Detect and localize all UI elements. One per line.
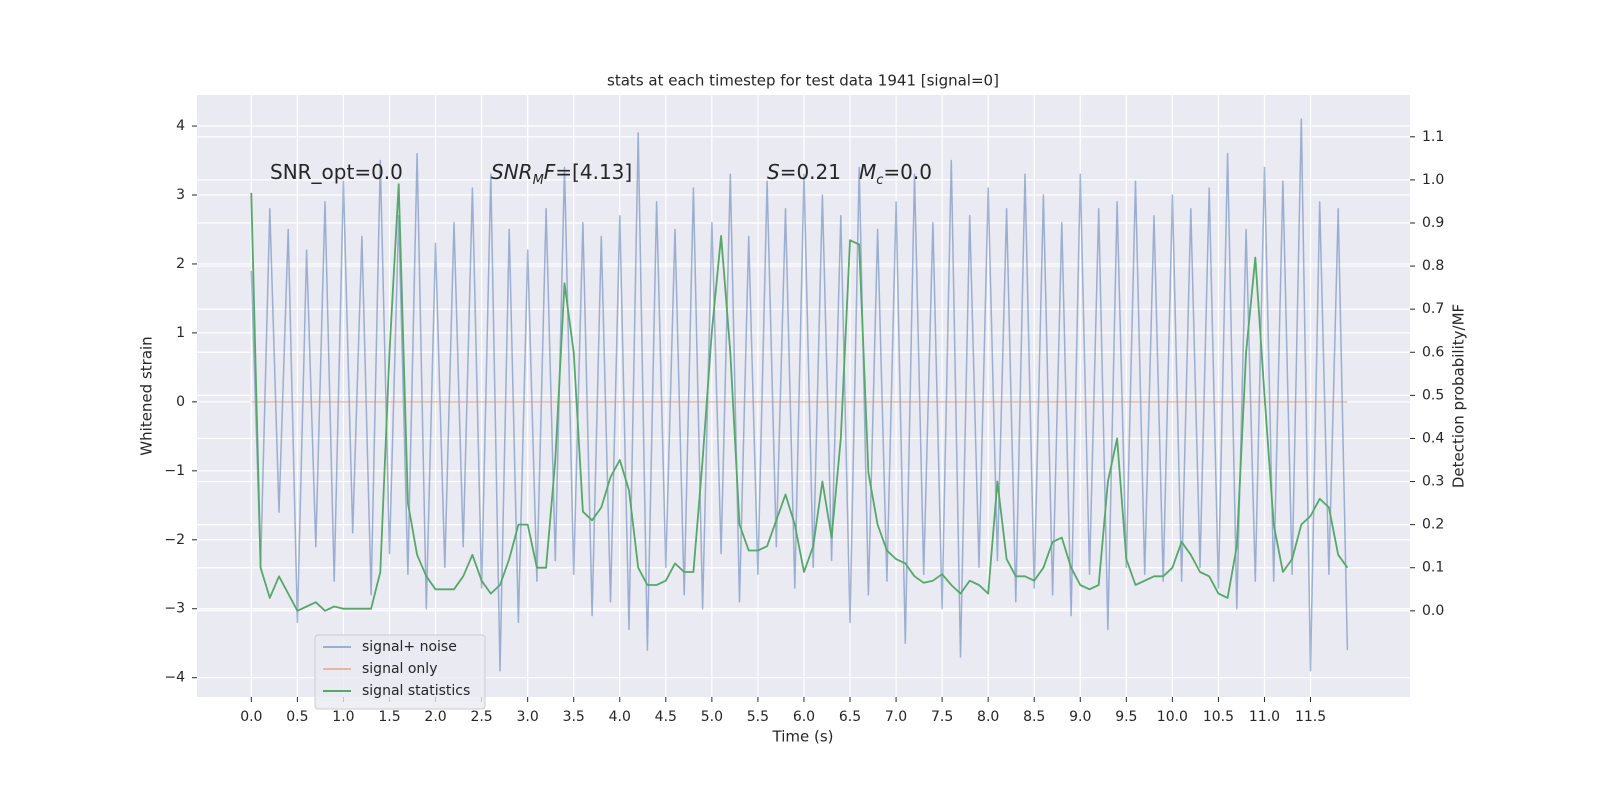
x-tick-label: 7.5 (931, 709, 953, 725)
y2-tick-label: 0.9 (1422, 215, 1444, 231)
annotation-part: F (544, 160, 556, 184)
x-tick-label: 5.5 (747, 709, 769, 725)
x-tick-label: 9.5 (1115, 709, 1137, 725)
x-tick-label: 1.0 (332, 709, 354, 725)
y2-axis-label: Detection probability/MF (1450, 304, 1468, 488)
x-tick-label: 3.5 (563, 709, 585, 725)
annotation-part: S (767, 160, 780, 184)
x-tick-label: 5.0 (701, 709, 723, 725)
x-tick-label: 1.5 (378, 709, 400, 725)
x-tick-label: 3.0 (517, 709, 539, 725)
annotation-part: M (533, 173, 544, 188)
x-tick-label: 11.0 (1249, 709, 1280, 725)
annotation-part: =[4.13] (555, 160, 632, 184)
legend-label: signal only (362, 661, 437, 677)
y2-tick-label: 0.0 (1422, 603, 1444, 619)
annotation: S=0.21 (767, 160, 841, 184)
x-tick-label: 10.0 (1157, 709, 1188, 725)
x-tick-label: 9.0 (1069, 709, 1091, 725)
x-tick-label: 0.5 (286, 709, 308, 725)
series-line (250, 183, 1349, 612)
y-tick-label: 1 (176, 325, 185, 341)
x-tick-label: 4.0 (609, 709, 631, 725)
annotation-part: =0.0 (883, 160, 932, 184)
annotation-part: SNR_opt=0.0 (270, 160, 403, 184)
y-tick-label: −4 (164, 670, 185, 686)
y2-tick-label: 1.0 (1422, 172, 1444, 188)
y2-tick-label: 0.8 (1422, 258, 1444, 274)
y-tick-label: −1 (164, 463, 185, 479)
y-tick-label: 3 (176, 187, 185, 203)
y-tick-label: −3 (164, 601, 185, 617)
x-tick-label: 8.5 (1023, 709, 1045, 725)
annotation-part: SNR (491, 160, 533, 184)
chart-title: stats at each timestep for test data 194… (607, 72, 999, 90)
y2-tick-label: 0.1 (1422, 560, 1444, 576)
x-tick-label: 10.5 (1203, 709, 1234, 725)
y2-tick-label: 0.5 (1422, 387, 1444, 403)
x-axis-label: Time (s) (772, 728, 834, 746)
legend-label: signal+ noise (362, 639, 457, 655)
x-tick-label: 2.0 (424, 709, 446, 725)
annotation-part: M (859, 160, 876, 184)
annotation: Mc=0.0 (859, 160, 932, 189)
y-axis-label: Whitened strain (138, 336, 156, 455)
x-tick-label: 6.0 (793, 709, 815, 725)
x-tick-label: 11.5 (1295, 709, 1326, 725)
annotation-part: =0.21 (780, 160, 841, 184)
legend-label: signal statistics (362, 683, 470, 699)
annotation-part: c (876, 173, 883, 188)
x-tick-label: 0.0 (240, 709, 262, 725)
series-line (250, 118, 1349, 672)
y2-tick-label: 0.3 (1422, 474, 1444, 490)
y-tick-label: −2 (164, 532, 185, 548)
y2-tick-label: 0.4 (1422, 430, 1444, 446)
x-tick-label: 2.5 (470, 709, 492, 725)
y2-tick-label: 0.6 (1422, 344, 1444, 360)
y-tick-label: 0 (176, 394, 185, 410)
annotation: SNRMF=[4.13] (491, 160, 632, 189)
annotation: SNR_opt=0.0 (270, 160, 403, 184)
y-tick-label: 4 (176, 118, 185, 134)
y2-tick-label: 0.2 (1422, 517, 1444, 533)
legend-box (314, 634, 486, 710)
x-tick-label: 4.5 (655, 709, 677, 725)
y2-tick-label: 0.7 (1422, 301, 1444, 317)
x-tick-label: 6.5 (839, 709, 861, 725)
x-tick-label: 8.0 (977, 709, 999, 725)
x-tick-label: 7.0 (885, 709, 907, 725)
y2-tick-label: 1.1 (1422, 129, 1444, 145)
y-tick-label: 2 (176, 256, 185, 272)
